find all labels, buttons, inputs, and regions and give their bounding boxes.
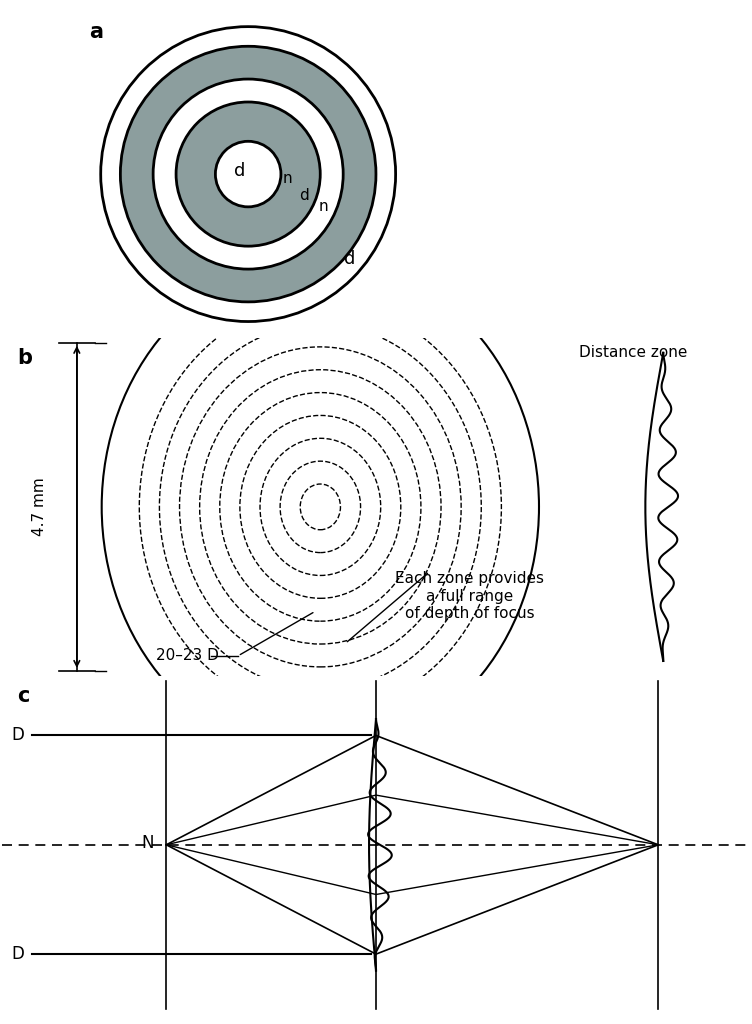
Text: Each zone provides
a full range
of depth of focus: Each zone provides a full range of depth… [395,571,544,622]
Text: D: D [11,726,24,744]
Text: d: d [299,187,309,203]
Circle shape [101,27,396,322]
Text: 20–23 D: 20–23 D [156,648,220,664]
Text: n: n [319,200,328,214]
Text: d: d [235,162,246,180]
Text: Distance zone: Distance zone [579,345,687,360]
Text: a: a [89,22,103,42]
Circle shape [176,102,320,246]
Text: c: c [17,686,29,706]
Text: 4.7 mm: 4.7 mm [32,477,47,537]
Circle shape [215,141,281,207]
Text: N: N [142,834,154,852]
Text: n: n [283,171,293,186]
Text: b: b [17,348,32,368]
Circle shape [153,79,343,269]
Circle shape [120,46,376,302]
Text: D: D [11,945,24,964]
Text: d: d [344,250,356,268]
Ellipse shape [102,258,539,756]
